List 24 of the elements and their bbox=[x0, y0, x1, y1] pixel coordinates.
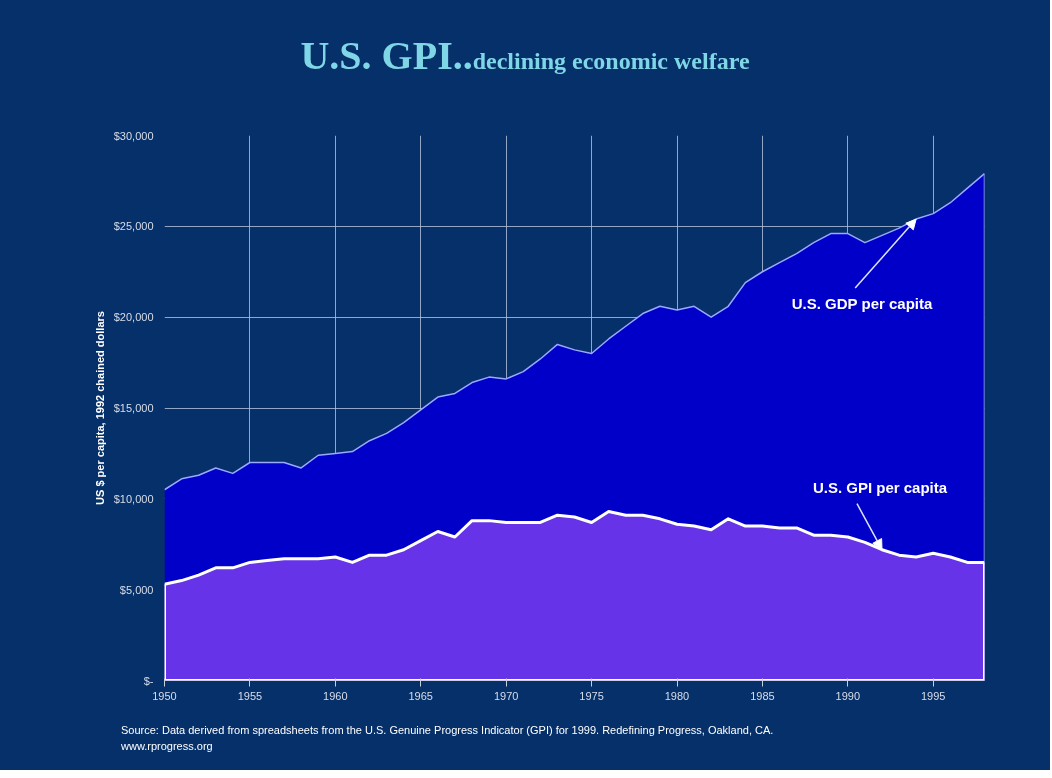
y-tick-label: $30,000 bbox=[113, 129, 154, 142]
y-tick-label: $5,000 bbox=[119, 583, 154, 596]
x-tick-label: 1985 bbox=[750, 689, 775, 702]
x-tick-label: 1975 bbox=[579, 689, 604, 702]
x-tick-label: 1965 bbox=[408, 689, 433, 702]
x-tick-label: 1960 bbox=[323, 689, 348, 702]
source-note: Source: Data derived from spreadsheets from the U.S. Genuine Progress Indicator (GPI) for 1999. Redefining Progress, Oakland, CA. bbox=[121, 724, 774, 736]
x-tick-label: 1950 bbox=[152, 689, 177, 702]
text: www.rprogress.org bbox=[121, 739, 213, 752]
y-tick-label: $10,000 bbox=[113, 492, 154, 505]
x-tick-label: 1970 bbox=[493, 689, 519, 702]
y-tick-label: $20,000 bbox=[113, 311, 154, 324]
x-tick-label: 1990 bbox=[835, 689, 861, 702]
chart-title: U.S. GPI.. bbox=[300, 33, 473, 78]
annotation: U.S. GDP per capita bbox=[791, 294, 933, 312]
x-tick-label: 1980 bbox=[664, 689, 690, 702]
chart-subtitle: declining economic welfare bbox=[472, 48, 750, 74]
y-axis-title: US $ per capita, 1992 chained dollars bbox=[93, 311, 106, 505]
y-tick-label: $- bbox=[143, 674, 154, 687]
y-tick-label: $15,000 bbox=[113, 402, 154, 414]
y-tick-label: $25,000 bbox=[113, 220, 154, 233]
annotation: U.S. GPI per capita bbox=[812, 479, 948, 497]
x-tick-label: 1955 bbox=[237, 689, 263, 702]
x-tick-label: 1995 bbox=[921, 689, 946, 702]
